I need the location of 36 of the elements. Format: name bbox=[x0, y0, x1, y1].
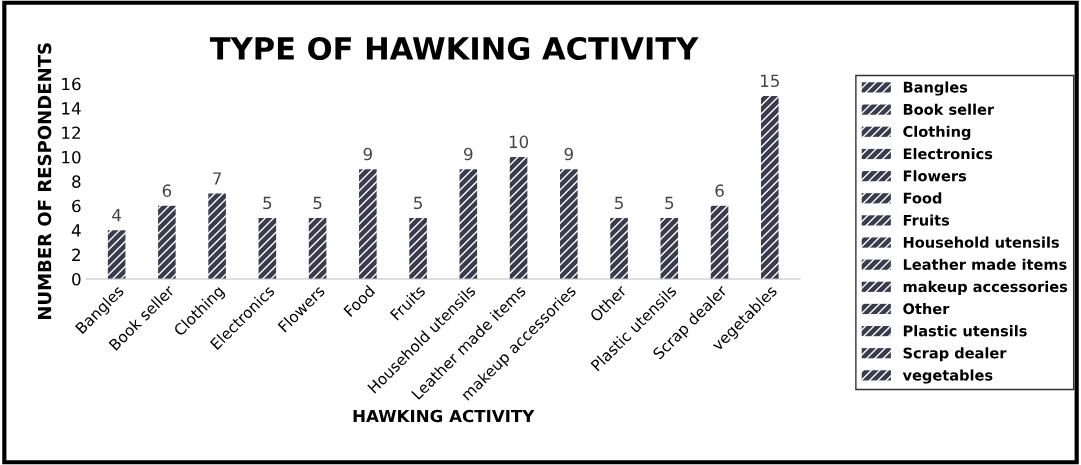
data-label: 5 bbox=[313, 196, 322, 210]
legend-label: Leather made items bbox=[903, 258, 1067, 270]
data-label: 5 bbox=[263, 196, 272, 210]
data-label: 5 bbox=[665, 196, 674, 210]
data-label: 4 bbox=[112, 209, 121, 222]
legend-label: Fruits bbox=[903, 214, 950, 226]
legend-label: Bangles bbox=[903, 81, 968, 96]
chart-title: TYPE OF HAWKING ACTIVITY bbox=[209, 36, 699, 61]
data-label: 9 bbox=[564, 147, 573, 161]
data-label: 9 bbox=[464, 147, 473, 161]
data-label: 6 bbox=[715, 184, 724, 197]
data-label: 10 bbox=[509, 135, 529, 149]
legend-label: Clothing bbox=[903, 125, 971, 141]
data-label: 5 bbox=[414, 196, 422, 210]
data-label: 5 bbox=[615, 196, 623, 210]
x-axis-title: HAWKING ACTIVITY bbox=[353, 409, 535, 423]
y-axis-title: NUMBER OF RESPONDENTS bbox=[37, 43, 52, 320]
y-tick-label: 12 bbox=[62, 126, 80, 139]
legend-label: Household utensils bbox=[903, 236, 1059, 248]
y-tick-label: 2 bbox=[72, 248, 80, 261]
legend-label: vegetables bbox=[902, 369, 993, 384]
data-label: 6 bbox=[162, 184, 172, 197]
y-tick-label: 10 bbox=[62, 150, 81, 164]
y-tick-label: 14 bbox=[62, 102, 81, 115]
data-label: 9 bbox=[363, 147, 372, 161]
legend-label: Flowers bbox=[903, 170, 967, 182]
legend-label: Electronics bbox=[903, 148, 993, 160]
data-label: 15 bbox=[761, 74, 779, 88]
data-label: 7 bbox=[213, 172, 221, 185]
y-tick-label: 8 bbox=[72, 175, 81, 188]
legend-label: Book seller bbox=[903, 103, 995, 115]
y-tick-label: 6 bbox=[72, 199, 81, 213]
y-tick-label: 16 bbox=[62, 77, 81, 91]
legend-label: Food bbox=[903, 192, 942, 204]
y-tick-label: 0 bbox=[72, 272, 81, 286]
y-tick-label: 4 bbox=[71, 224, 81, 237]
